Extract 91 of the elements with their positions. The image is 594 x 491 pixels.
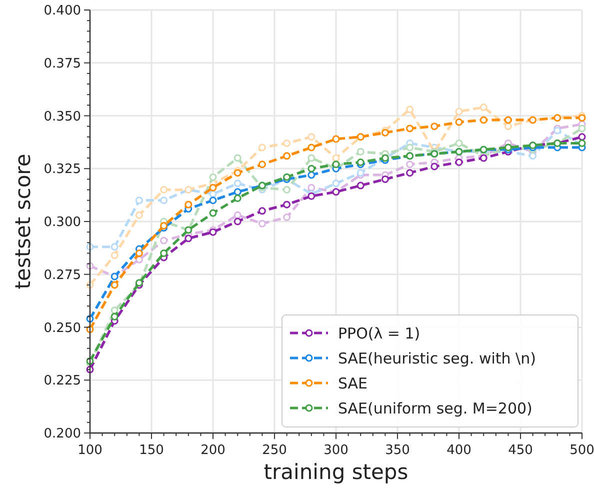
y-tick-label: 0.375	[44, 56, 81, 72]
point	[234, 180, 242, 188]
point	[455, 158, 463, 166]
point	[283, 200, 291, 208]
point	[529, 152, 537, 160]
x-tick-label: 200	[200, 443, 226, 458]
point	[578, 133, 586, 141]
point	[406, 124, 414, 132]
point	[258, 220, 266, 228]
point	[135, 249, 143, 257]
point	[356, 148, 364, 156]
point	[308, 154, 316, 162]
point	[504, 122, 512, 130]
point	[578, 114, 586, 122]
y-tick-label: 0.350	[44, 109, 81, 124]
point	[455, 118, 463, 126]
point	[308, 133, 316, 141]
y-tick-label: 0.325	[44, 162, 81, 178]
point	[332, 135, 340, 143]
point	[406, 160, 414, 168]
x-tick-label: 100	[78, 443, 102, 458]
point	[234, 169, 242, 177]
point	[135, 196, 143, 204]
x-tick-label: 350	[385, 443, 410, 458]
legend-label: PPO(λ = 1)	[338, 324, 420, 342]
point	[209, 173, 217, 181]
point	[308, 171, 316, 179]
y-axis-title: testset score	[11, 154, 35, 290]
x-axis-title: training steps	[264, 460, 408, 484]
point	[308, 164, 316, 172]
point	[430, 122, 438, 130]
point	[160, 196, 168, 204]
point	[258, 160, 266, 168]
point	[209, 209, 217, 217]
point	[455, 108, 463, 116]
y-tick-label: 0.250	[44, 320, 81, 336]
point	[283, 152, 291, 160]
point	[332, 180, 340, 188]
point	[578, 124, 586, 132]
point	[356, 182, 364, 190]
x-tick-label: 400	[446, 443, 472, 458]
x-tick-label: 150	[139, 443, 164, 458]
y-tick-label: 0.400	[44, 4, 81, 19]
point	[184, 234, 192, 242]
x-tick-label: 250	[262, 443, 287, 458]
x-tick-label: 450	[508, 443, 533, 458]
point	[110, 243, 118, 251]
point	[234, 211, 242, 219]
point	[160, 236, 168, 244]
point	[234, 194, 242, 202]
point	[234, 154, 242, 162]
point	[135, 211, 143, 219]
point	[332, 154, 340, 162]
point	[184, 200, 192, 208]
point	[160, 249, 168, 257]
y-tick-label: 0.200	[44, 426, 81, 442]
point	[480, 104, 488, 112]
point	[283, 139, 291, 147]
point	[160, 186, 168, 194]
point	[110, 252, 118, 260]
point	[332, 160, 340, 168]
y-tick-label: 0.225	[44, 374, 81, 389]
point	[110, 312, 118, 320]
point	[406, 144, 414, 152]
point	[406, 106, 414, 114]
legend-label: SAE(heuristic seg. with \n)	[338, 349, 536, 368]
x-tick-label: 300	[324, 443, 348, 458]
point	[234, 188, 242, 196]
point	[110, 281, 118, 289]
point	[258, 207, 266, 215]
point	[578, 139, 586, 147]
point	[283, 214, 291, 222]
point	[209, 184, 217, 192]
y-tick-label: 0.275	[44, 268, 81, 283]
point	[480, 116, 488, 124]
point	[234, 218, 242, 226]
point	[308, 184, 316, 192]
legend-label: SAE	[338, 374, 368, 392]
point	[455, 139, 463, 147]
point	[381, 175, 389, 183]
point	[504, 116, 512, 124]
point	[283, 186, 291, 194]
point	[209, 196, 217, 204]
point	[430, 162, 438, 170]
x-tick-label: 500	[570, 443, 594, 458]
legend-label: SAE(uniform seg. M=200)	[338, 399, 532, 418]
point	[406, 169, 414, 177]
point	[258, 144, 266, 152]
point	[308, 144, 316, 152]
y-tick-label: 0.300	[44, 215, 81, 230]
point	[160, 222, 168, 230]
